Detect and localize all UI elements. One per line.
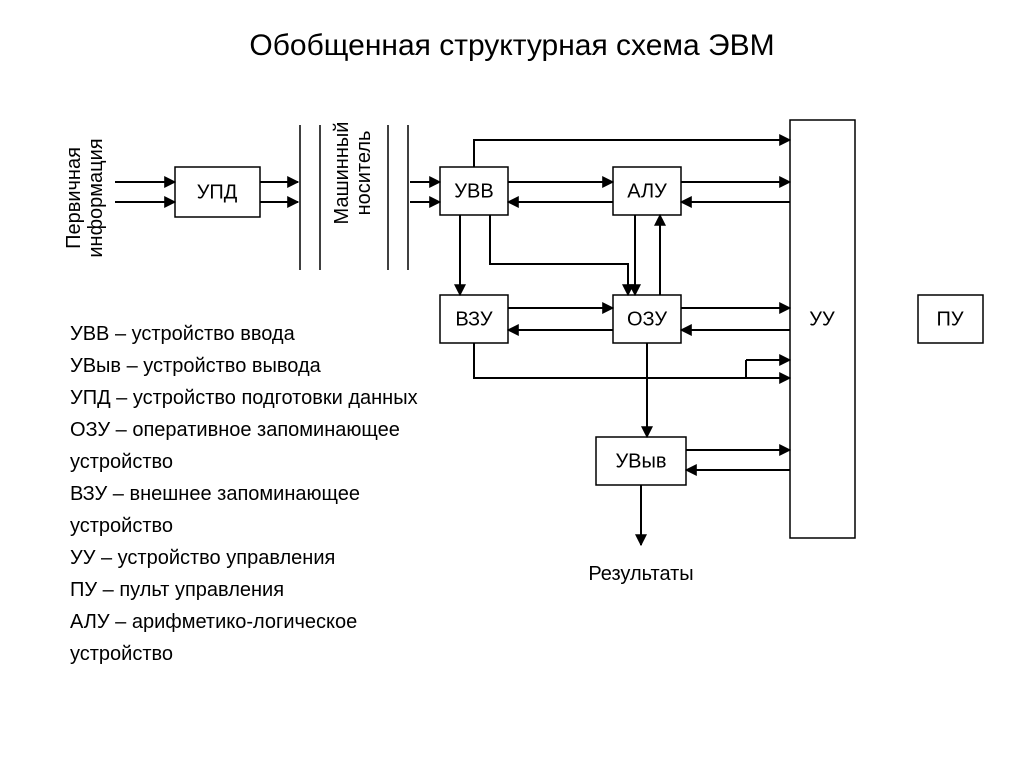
svg-text:ПУ: ПУ	[936, 308, 963, 330]
results-label: Результаты	[588, 563, 693, 585]
svg-text:ВЗУ: ВЗУ	[455, 308, 493, 330]
svg-text:УВВ: УВВ	[454, 180, 493, 202]
legend-line: ВЗУ – внешнее запоминающее	[70, 483, 360, 505]
legend-line: устройство	[70, 515, 173, 537]
legend-line: ОЗУ – оперативное запоминающее	[70, 419, 400, 441]
primary-info-label: Первичная	[63, 147, 85, 249]
machine-bus	[388, 125, 408, 270]
diagram-title: Обобщенная структурная схема ЭВМ	[249, 29, 774, 62]
legend-line: УВВ – устройство ввода	[70, 323, 296, 345]
node-upd: УПД	[175, 167, 260, 217]
svg-text:УПД: УПД	[197, 181, 238, 203]
legend-line: устройство	[70, 451, 173, 473]
primary-bus	[300, 125, 320, 270]
svg-text:АЛУ: АЛУ	[627, 180, 667, 202]
primary-info-label-2: информация	[85, 138, 107, 257]
legend-line: УУ – устройство управления	[70, 547, 335, 569]
svg-text:ОЗУ: ОЗУ	[627, 308, 667, 330]
legend-line: ПУ – пульт управления	[70, 579, 284, 601]
node-uvyv: УВыв	[596, 437, 686, 485]
node-uvv: УВВ	[440, 167, 508, 215]
edge-vzu-uu	[474, 343, 790, 378]
svg-text:УВыв: УВыв	[615, 450, 666, 472]
legend-line: УВыв – устройство вывода	[70, 355, 322, 377]
legend: УВВ – устройство ввода УВыв – устройство …	[70, 323, 418, 665]
machine-carrier-label-2: носитель	[353, 131, 375, 216]
node-pu: ПУ	[918, 295, 983, 343]
node-ozu: ОЗУ	[613, 295, 681, 343]
machine-carrier-label: Машинный	[331, 122, 353, 225]
svg-text:УУ: УУ	[809, 308, 835, 330]
node-vzu: ВЗУ	[440, 295, 508, 343]
node-alu: АЛУ	[613, 167, 681, 215]
legend-line: АЛУ – арифметико-логическое	[70, 611, 357, 633]
node-uu: УУ	[790, 120, 855, 538]
legend-line: УПД – устройство подготовки данных	[70, 387, 418, 409]
legend-line: устройство	[70, 643, 173, 665]
